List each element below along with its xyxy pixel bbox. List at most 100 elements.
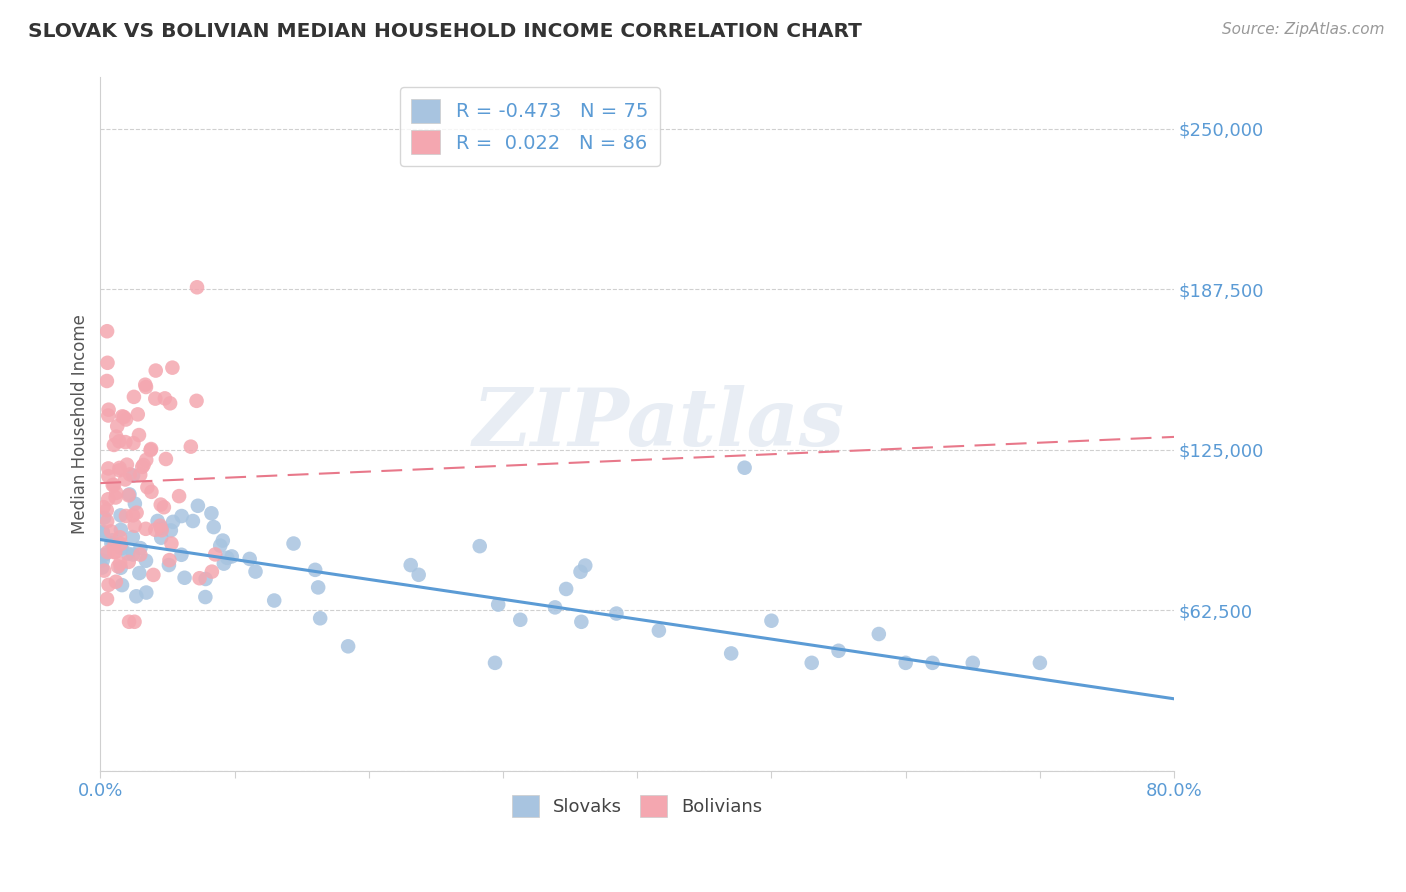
Point <box>103 540 125 554</box>
Point <box>97 402 120 417</box>
Point <box>97 461 120 475</box>
Point <box>194 590 217 604</box>
Point <box>263 593 285 607</box>
Point <box>104 491 127 505</box>
Point <box>159 396 181 410</box>
Point <box>139 443 162 458</box>
Point <box>187 499 209 513</box>
Point <box>111 409 134 424</box>
Point <box>605 607 627 621</box>
Point <box>157 558 180 572</box>
Point <box>108 463 131 477</box>
Point <box>209 539 232 553</box>
Point <box>145 363 167 377</box>
Point <box>118 467 141 482</box>
Point <box>115 458 138 472</box>
Point <box>153 392 176 406</box>
Point <box>555 582 578 596</box>
Point <box>221 549 243 564</box>
Point <box>115 508 138 523</box>
Text: Source: ZipAtlas.com: Source: ZipAtlas.com <box>1222 22 1385 37</box>
Point <box>143 392 166 406</box>
Point <box>569 615 592 629</box>
Point <box>118 555 141 569</box>
Point <box>129 541 152 556</box>
Point <box>131 459 153 474</box>
Point <box>800 656 823 670</box>
Point <box>108 557 131 571</box>
Point <box>239 552 262 566</box>
Point <box>569 565 592 579</box>
Point <box>173 571 195 585</box>
Point <box>204 548 226 562</box>
Point <box>107 559 129 574</box>
Point <box>135 380 157 394</box>
Point <box>200 506 222 520</box>
Point <box>135 453 157 467</box>
Point <box>110 537 132 551</box>
Point <box>104 574 127 589</box>
Point <box>91 524 114 539</box>
Point <box>115 412 138 426</box>
Point <box>212 557 235 571</box>
Point <box>103 545 125 559</box>
Point <box>125 589 148 603</box>
Point <box>96 374 118 388</box>
Point <box>484 656 506 670</box>
Point <box>150 531 173 545</box>
Point <box>101 533 124 548</box>
Point <box>544 600 567 615</box>
Point <box>162 360 184 375</box>
Point <box>337 640 360 654</box>
Point <box>114 473 136 487</box>
Point <box>110 523 132 537</box>
Point <box>101 478 124 492</box>
Point <box>399 558 422 573</box>
Point <box>574 558 596 573</box>
Point <box>211 533 233 548</box>
Point <box>141 484 163 499</box>
Y-axis label: Median Household Income: Median Household Income <box>72 314 89 534</box>
Point <box>149 518 172 533</box>
Point <box>307 581 329 595</box>
Point <box>150 521 173 535</box>
Legend: Slovaks, Bolivians: Slovaks, Bolivians <box>505 788 770 824</box>
Point <box>93 500 115 514</box>
Point <box>136 480 159 494</box>
Point <box>245 565 267 579</box>
Point <box>96 592 118 607</box>
Point <box>129 467 152 482</box>
Point <box>112 409 135 424</box>
Point <box>103 438 125 452</box>
Point <box>125 506 148 520</box>
Point <box>146 514 169 528</box>
Point <box>114 435 136 450</box>
Point <box>186 393 208 408</box>
Point <box>111 541 134 556</box>
Point <box>160 524 183 538</box>
Point <box>283 536 305 550</box>
Point <box>96 356 118 370</box>
Point <box>129 548 152 562</box>
Text: SLOVAK VS BOLIVIAN MEDIAN HOUSEHOLD INCOME CORRELATION CHART: SLOVAK VS BOLIVIAN MEDIAN HOUSEHOLD INCO… <box>28 22 862 41</box>
Point <box>868 627 890 641</box>
Point <box>111 578 134 592</box>
Point <box>93 548 115 562</box>
Point <box>105 430 128 444</box>
Point <box>162 515 184 529</box>
Point <box>194 572 217 586</box>
Point <box>91 553 114 567</box>
Point <box>122 436 145 450</box>
Point <box>117 488 139 502</box>
Point <box>97 409 120 423</box>
Point <box>122 548 145 562</box>
Point <box>128 566 150 580</box>
Point <box>97 469 120 483</box>
Point <box>921 656 943 670</box>
Point <box>97 578 120 592</box>
Point <box>118 487 141 501</box>
Point <box>167 489 190 503</box>
Text: ZIPatlas: ZIPatlas <box>472 385 845 463</box>
Point <box>304 563 326 577</box>
Point <box>127 408 149 422</box>
